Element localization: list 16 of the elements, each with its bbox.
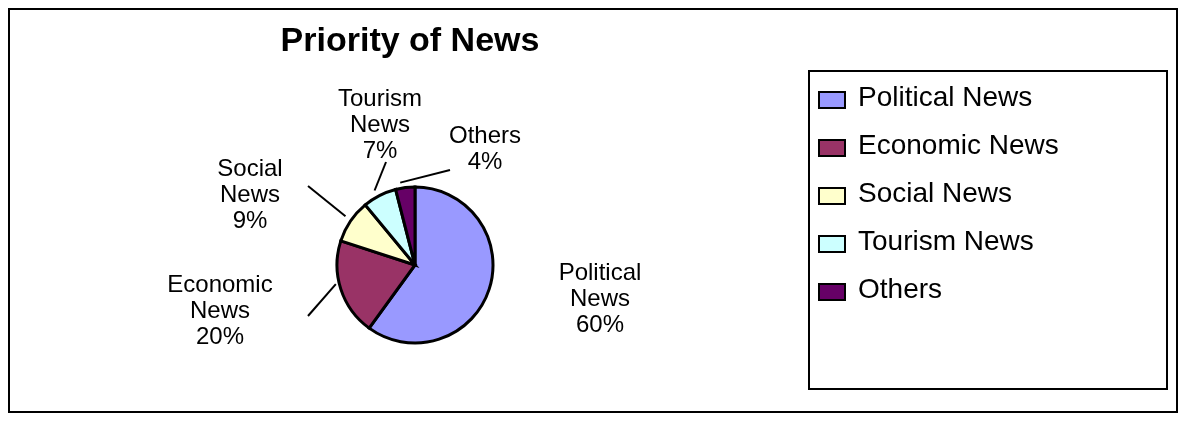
data-label: 7% xyxy=(362,136,398,164)
slice-label: Tourism News xyxy=(337,84,423,138)
chart-title: Priority of News xyxy=(279,20,541,59)
legend-label: Social News xyxy=(858,177,1013,208)
legend-label: Others xyxy=(858,273,943,304)
legend-label: Economic News xyxy=(858,129,1059,160)
legend-label: Tourism News xyxy=(858,225,1034,256)
legend-label: Political News xyxy=(858,81,1033,112)
data-label: 9% xyxy=(232,206,268,234)
data-label: 4% xyxy=(467,147,503,175)
data-label: 60% xyxy=(575,310,625,338)
slice-label: Political News xyxy=(558,258,642,312)
slice-label: Economic News xyxy=(167,270,273,324)
slice-label: Social News xyxy=(217,154,283,208)
data-label: 20% xyxy=(195,322,245,350)
slice-label: Others xyxy=(448,121,522,149)
